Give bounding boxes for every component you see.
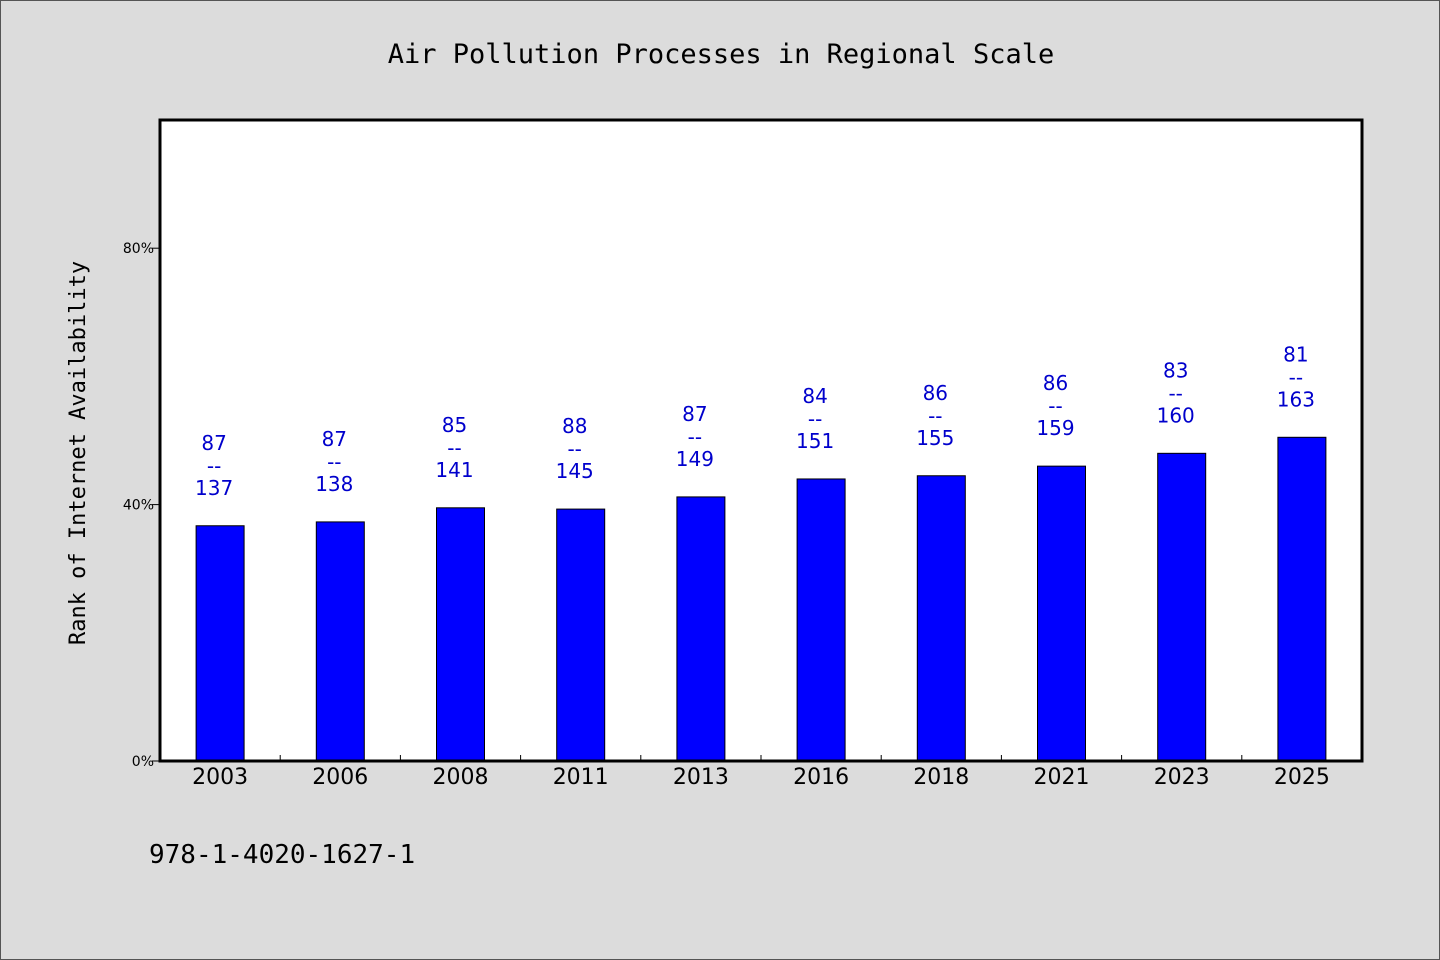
y-tick-label: 0% [132,754,154,770]
x-tick-label: 2011 [553,765,609,790]
data-label-top: 84 [802,384,827,408]
data-label-bottom: 138 [315,472,353,496]
data-label-bottom: 141 [435,458,473,482]
plot-frame [158,118,1364,763]
x-tick-label: 2003 [192,765,248,790]
y-axis-label: Rank of Internet Availability [66,261,91,645]
bar-2016 [796,478,846,762]
y-tick-label: 40% [123,498,154,514]
footnote-isbn: 978-1-4020-1627-1 [149,840,415,870]
chart-title: Air Pollution Processes in Regional Scal… [388,39,1054,70]
data-label-sep: -- [327,450,341,474]
data-label-sep: -- [1289,365,1303,389]
data-label-sep: -- [808,407,822,431]
bar-2008 [436,507,485,762]
data-label-top: 88 [562,414,587,438]
data-label-sep: -- [207,454,221,478]
bar-2021 [1037,465,1086,762]
data-label-top: 87 [682,402,707,426]
data-label-top: 81 [1283,342,1308,366]
data-label-sep: -- [1168,381,1182,405]
data-label-sep: -- [1048,394,1062,418]
data-label-bottom: 137 [195,476,233,500]
bar-2013 [676,496,726,762]
data-label-top: 87 [201,431,226,455]
bar-2023 [1157,452,1207,762]
x-tick-label: 2016 [793,765,849,790]
data-label-sep: -- [447,436,461,460]
x-tick-label: 2008 [433,765,489,790]
bar-2011 [556,508,606,762]
ticks-group: 0% 40% 80% 2003 2006 2008 2011 2013 2016 2018 2021… [123,241,1330,790]
bar-2018 [916,475,966,762]
bar-2025 [1277,436,1327,762]
bar-2003 [195,525,245,762]
x-tick-label: 2006 [312,765,368,790]
data-label-top: 83 [1163,358,1188,382]
data-label-bottom: 163 [1277,387,1315,411]
data-label-bottom: 149 [676,447,714,471]
bar-2006 [315,521,365,762]
x-tick-label: 2021 [1034,765,1090,790]
data-label-bottom: 145 [556,459,594,483]
data-label-sep: -- [688,425,702,449]
x-tick-label: 2023 [1154,765,1210,790]
data-label-bottom: 155 [916,426,954,450]
data-label-bottom: 159 [1036,416,1074,440]
data-labels-group: 87--13787--13885--14188--14587--14984--1… [195,342,1315,499]
data-label-sep: -- [567,437,581,461]
x-tick-label: 2018 [913,765,969,790]
data-label-sep: -- [928,404,942,428]
data-label-bottom: 151 [796,429,834,453]
x-tick-label: 2025 [1274,765,1330,790]
y-tick-label: 80% [123,241,154,257]
data-label-top: 86 [923,381,948,405]
data-label-top: 86 [1043,371,1068,395]
data-label-bottom: 160 [1157,403,1195,427]
bars-group [195,436,1327,762]
data-label-top: 87 [322,427,347,451]
x-tick-label: 2013 [673,765,729,790]
data-label-top: 85 [442,413,467,437]
